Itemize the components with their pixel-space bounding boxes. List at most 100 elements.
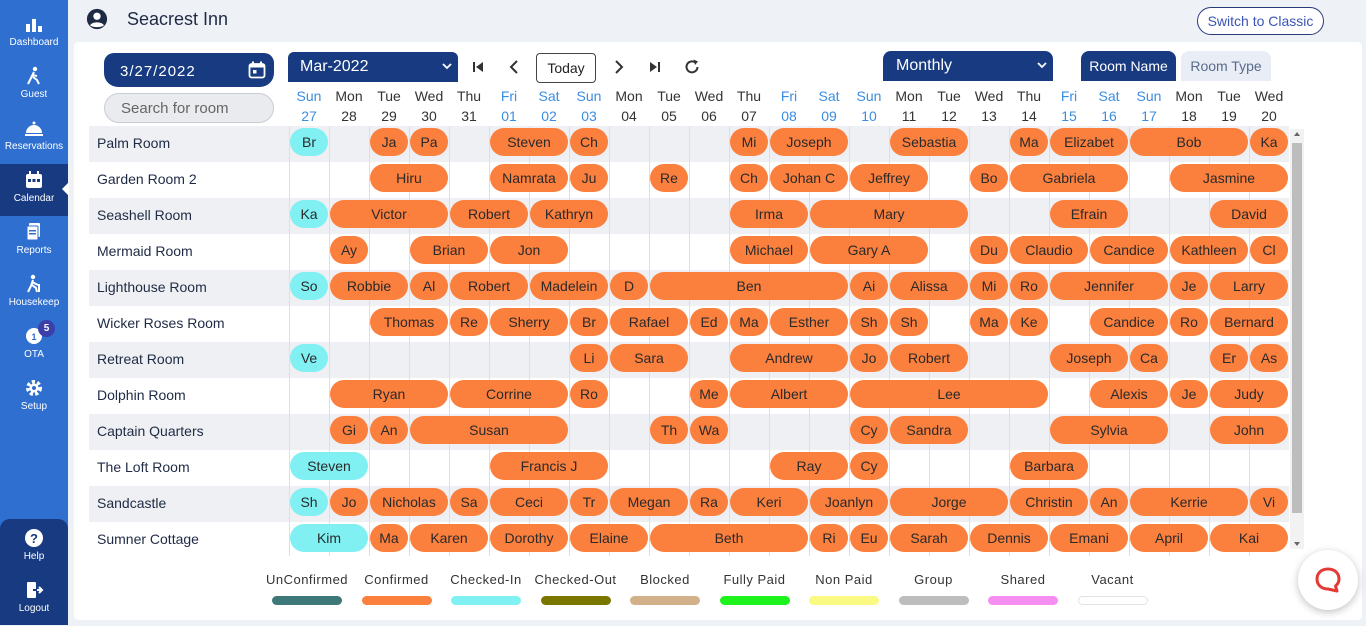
booking-confirmed[interactable]: Ra [690, 488, 728, 516]
booking-confirmed[interactable]: Ke [1010, 308, 1048, 336]
booking-confirmed[interactable]: Jo [850, 344, 888, 372]
booking-confirmed[interactable]: Claudio [1010, 236, 1088, 264]
booking-confirmed[interactable]: Jasmine [1170, 164, 1288, 192]
booking-confirmed[interactable]: Jeffrey [850, 164, 928, 192]
booking-confirmed[interactable]: Me [690, 380, 728, 408]
booking-confirmed[interactable]: Larry [1210, 272, 1288, 300]
booking-confirmed[interactable]: Re [450, 308, 488, 336]
previous-button[interactable] [505, 57, 525, 77]
booking-confirmed[interactable]: Ma [730, 308, 768, 336]
next-button[interactable] [608, 57, 628, 77]
booking-confirmed[interactable]: Bo [970, 164, 1008, 192]
booking-confirmed[interactable]: Ai [850, 272, 888, 300]
booking-confirmed[interactable]: Br [570, 308, 608, 336]
booking-confirmed[interactable]: Kai [1210, 524, 1288, 552]
booking-confirmed[interactable]: Je [1170, 380, 1208, 408]
booking-confirmed[interactable]: An [1090, 488, 1128, 516]
booking-confirmed[interactable]: Ben [650, 272, 848, 300]
booking-confirmed[interactable]: Sara [610, 344, 688, 372]
booking-confirmed[interactable]: Robert [890, 344, 968, 372]
booking-confirmed[interactable]: Ja [370, 128, 408, 156]
booking-confirmed[interactable]: Jorge [890, 488, 1008, 516]
booking-confirmed[interactable]: Kathryn [530, 200, 608, 228]
booking-confirmed[interactable]: Sandra [890, 416, 968, 444]
booking-confirmed[interactable]: Ro [1010, 272, 1048, 300]
booking-checked-in[interactable]: So [290, 272, 328, 300]
booking-confirmed[interactable]: Ri [810, 524, 848, 552]
sidebar-item-reports[interactable]: Reports [0, 216, 68, 268]
booking-confirmed[interactable]: Namrata [490, 164, 568, 192]
booking-confirmed[interactable]: Francis J [490, 452, 608, 480]
booking-confirmed[interactable]: Elizabet [1050, 128, 1128, 156]
booking-confirmed[interactable]: Candice [1090, 308, 1168, 336]
booking-confirmed[interactable]: Alexis [1090, 380, 1168, 408]
switch-to-classic-button[interactable]: Switch to Classic [1197, 7, 1324, 35]
booking-confirmed[interactable]: Sarah [890, 524, 968, 552]
booking-confirmed[interactable]: Judy [1210, 380, 1288, 408]
booking-confirmed[interactable]: Alissa [890, 272, 968, 300]
sidebar-item-help[interactable]: ? Help [0, 522, 68, 574]
booking-confirmed[interactable]: Dorothy [490, 524, 568, 552]
booking-confirmed[interactable]: Jo [330, 488, 368, 516]
scrollbar-thumb[interactable] [1292, 143, 1302, 513]
scroll-down-icon[interactable] [1290, 539, 1304, 549]
booking-confirmed[interactable]: Sh [890, 308, 928, 336]
sidebar-item-guest[interactable]: Guest [0, 60, 68, 112]
booking-checked-in[interactable]: Steven [290, 452, 368, 480]
sidebar-item-housekeep[interactable]: Housekeep [0, 268, 68, 320]
booking-confirmed[interactable]: Mi [730, 128, 768, 156]
booking-confirmed[interactable]: Brian [410, 236, 488, 264]
booking-confirmed[interactable]: Mi [970, 272, 1008, 300]
booking-confirmed[interactable]: D [610, 272, 648, 300]
booking-confirmed[interactable]: Candice [1090, 236, 1168, 264]
booking-confirmed[interactable]: Ryan [330, 380, 448, 408]
user-account-icon[interactable] [86, 8, 108, 30]
booking-confirmed[interactable]: Michael [730, 236, 808, 264]
booking-checked-in[interactable]: Sh [290, 488, 328, 516]
booking-confirmed[interactable]: Cy [850, 416, 888, 444]
booking-confirmed[interactable]: Ray [770, 452, 848, 480]
booking-confirmed[interactable]: John [1210, 416, 1288, 444]
booking-confirmed[interactable]: Ma [370, 524, 408, 552]
sidebar-item-reservations[interactable]: Reservations [0, 112, 68, 164]
sidebar-item-dashboard[interactable]: Dashboard [0, 8, 68, 60]
booking-confirmed[interactable]: Sh [850, 308, 888, 336]
sidebar-item-logout[interactable]: Logout [0, 574, 68, 626]
booking-confirmed[interactable]: Beth [650, 524, 808, 552]
booking-confirmed[interactable]: Pa [410, 128, 448, 156]
booking-confirmed[interactable]: Ceci [490, 488, 568, 516]
booking-confirmed[interactable]: Megan [610, 488, 688, 516]
refresh-button[interactable] [682, 57, 702, 77]
booking-confirmed[interactable]: Mary [810, 200, 968, 228]
calendar-icon[interactable] [248, 61, 266, 79]
booking-confirmed[interactable]: Elaine [570, 524, 648, 552]
booking-confirmed[interactable]: Dennis [970, 524, 1048, 552]
booking-confirmed[interactable]: David [1210, 200, 1288, 228]
booking-confirmed[interactable]: Hiru [370, 164, 448, 192]
booking-confirmed[interactable]: Ma [1010, 128, 1048, 156]
tab-room-name[interactable]: Room Name [1081, 51, 1176, 81]
booking-confirmed[interactable]: Thomas [370, 308, 448, 336]
booking-checked-in[interactable]: Br [290, 128, 328, 156]
booking-confirmed[interactable]: Li [570, 344, 608, 372]
booking-confirmed[interactable]: Keri [730, 488, 808, 516]
booking-confirmed[interactable]: Kathleen [1170, 236, 1248, 264]
booking-confirmed[interactable]: Ju [570, 164, 608, 192]
booking-confirmed[interactable]: Ch [730, 164, 768, 192]
booking-confirmed[interactable]: April [1130, 524, 1208, 552]
booking-confirmed[interactable]: Bernard [1210, 308, 1288, 336]
booking-confirmed[interactable]: Christin [1010, 488, 1088, 516]
booking-confirmed[interactable]: Joseph [1050, 344, 1128, 372]
booking-confirmed[interactable]: Gi [330, 416, 368, 444]
booking-confirmed[interactable]: Ro [570, 380, 608, 408]
booking-confirmed[interactable]: Ed [690, 308, 728, 336]
booking-confirmed[interactable]: Gabriela [1010, 164, 1128, 192]
booking-confirmed[interactable]: Eu [850, 524, 888, 552]
booking-confirmed[interactable]: Victor [330, 200, 448, 228]
booking-confirmed[interactable]: Ro [1170, 308, 1208, 336]
search-room-input[interactable] [104, 93, 274, 123]
booking-confirmed[interactable]: Andrew [730, 344, 848, 372]
booking-confirmed[interactable]: Jennifer [1050, 272, 1168, 300]
booking-confirmed[interactable]: Irma [730, 200, 808, 228]
booking-confirmed[interactable]: Robbie [330, 272, 408, 300]
